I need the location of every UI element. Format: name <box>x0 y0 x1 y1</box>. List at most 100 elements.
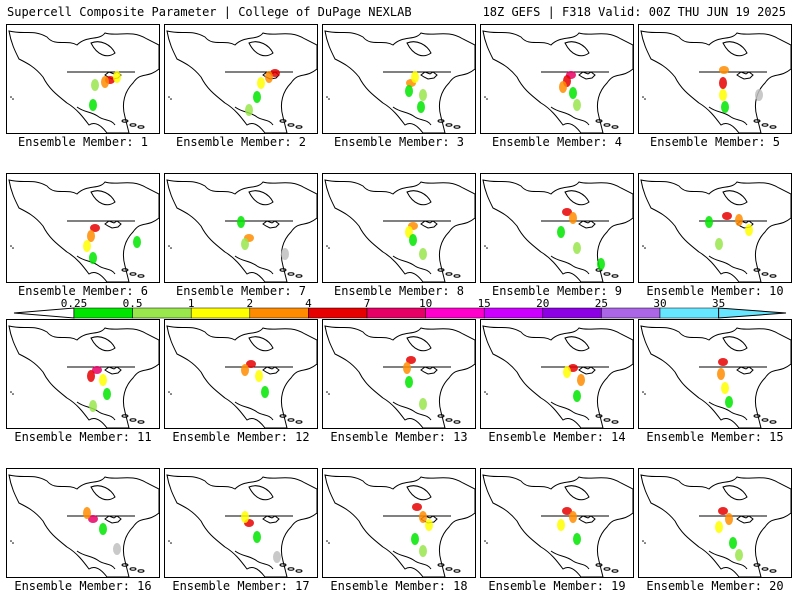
scp-field-patch <box>83 507 91 519</box>
coastline <box>166 325 317 428</box>
gulf-coast <box>234 550 274 570</box>
island <box>445 123 453 127</box>
gulf-coast <box>76 550 116 570</box>
member-label: Ensemble Member: 1 <box>17 135 149 149</box>
island <box>328 393 330 395</box>
island <box>129 567 137 571</box>
scp-field-patch <box>87 230 95 242</box>
hudson-bay <box>564 41 590 57</box>
gulf-coast <box>76 401 116 421</box>
island <box>642 245 644 247</box>
scp-field-patch <box>83 240 91 252</box>
scp-field-patch <box>569 212 577 224</box>
hudson-bay <box>90 190 116 206</box>
hudson-bay <box>406 190 432 206</box>
colorbar-tick-label: 10 <box>418 297 433 310</box>
island <box>129 123 137 127</box>
scp-field-patch <box>573 390 581 402</box>
coastline <box>482 179 633 282</box>
scp-field-patch <box>245 104 253 116</box>
colorbar-tick-label: 30 <box>653 297 667 310</box>
scp-field-patch <box>281 248 289 260</box>
island <box>328 98 330 100</box>
scp-field-patch <box>246 360 256 368</box>
ensemble-member-panel: Ensemble Member: 4 <box>480 24 634 171</box>
island <box>753 563 761 567</box>
scp-field-patch <box>705 216 713 228</box>
great-lakes <box>262 366 280 375</box>
island <box>326 540 328 542</box>
island <box>595 119 603 123</box>
island <box>753 414 761 418</box>
scp-field-patch <box>409 234 417 246</box>
scp-field-patch <box>573 99 581 111</box>
island <box>437 119 445 123</box>
island <box>328 542 330 544</box>
island <box>603 418 611 422</box>
member-label: Ensemble Member: 17 <box>172 579 310 593</box>
coastline <box>482 474 633 577</box>
scp-field-patch <box>87 370 95 382</box>
hudson-bay <box>564 485 590 501</box>
colorbar-tick-label: 0.5 <box>122 297 143 310</box>
ensemble-member-panel: Ensemble Member: 3 <box>322 24 476 171</box>
island <box>137 569 145 573</box>
scp-field-patch <box>419 89 427 101</box>
scp-field-patch <box>717 368 725 380</box>
colorbar-segment <box>483 307 544 319</box>
scp-field-patch <box>91 79 99 91</box>
member-label: Ensemble Member: 20 <box>646 579 784 593</box>
island <box>279 563 287 567</box>
scp-field-patch <box>89 252 97 264</box>
great-lakes <box>578 220 596 229</box>
island <box>761 272 769 276</box>
island <box>295 569 303 573</box>
gulf-coast <box>392 401 432 421</box>
gulf-coast <box>550 401 590 421</box>
scp-field-patch <box>735 214 743 226</box>
member-label: Ensemble Member: 6 <box>17 284 149 298</box>
scp-field-patch <box>719 66 729 74</box>
island <box>642 96 644 98</box>
ensemble-member-panel: Ensemble Member: 9 <box>480 173 634 320</box>
scp-field-patch <box>261 386 269 398</box>
island <box>595 414 603 418</box>
scp-field-patch <box>729 537 737 549</box>
colorbar-segment <box>659 307 719 319</box>
island <box>453 569 461 573</box>
scp-field-patch <box>253 531 261 543</box>
scp-field-patch <box>241 238 249 250</box>
coastline <box>640 474 791 577</box>
coastline <box>482 325 633 428</box>
scp-field-patch <box>718 507 728 515</box>
scp-field-patch <box>406 356 416 364</box>
island <box>328 247 330 249</box>
scp-field-patch <box>405 376 413 388</box>
scp-field-patch <box>718 358 728 366</box>
island <box>279 119 287 123</box>
colorbar-over-triangle <box>718 307 787 319</box>
scp-field-patch <box>419 545 427 557</box>
scp-field-patch <box>113 543 121 555</box>
great-lakes <box>578 515 596 524</box>
member-map <box>480 24 634 134</box>
scp-field-patch <box>557 226 565 238</box>
scp-field-patch <box>419 511 427 523</box>
member-label: Ensemble Member: 5 <box>649 135 781 149</box>
island <box>611 569 619 573</box>
island <box>453 125 461 129</box>
gulf-coast <box>550 255 590 275</box>
scp-field-patch <box>721 101 729 113</box>
hudson-bay <box>248 336 274 352</box>
colorbar-tick-label: 0.25 <box>60 297 88 310</box>
island <box>437 414 445 418</box>
island <box>287 418 295 422</box>
ensemble-member-panel: Ensemble Member: 5 <box>638 24 792 171</box>
coastline <box>166 179 317 282</box>
island <box>121 414 129 418</box>
hudson-bay <box>722 190 748 206</box>
island <box>644 542 646 544</box>
member-map <box>6 319 160 429</box>
gulf-coast <box>392 550 432 570</box>
coastline <box>324 30 475 133</box>
